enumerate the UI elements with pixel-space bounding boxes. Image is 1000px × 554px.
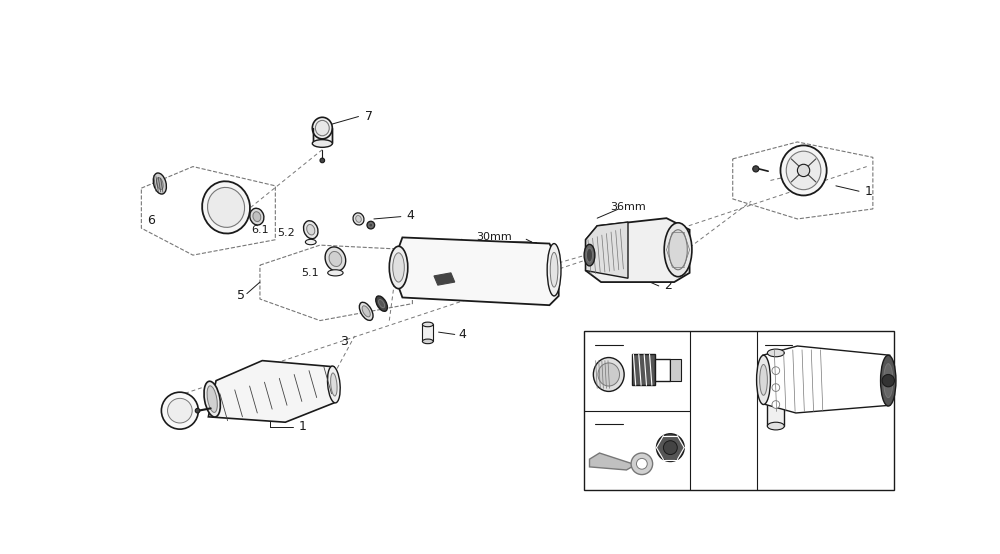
Circle shape	[797, 165, 810, 177]
Ellipse shape	[586, 248, 593, 262]
Ellipse shape	[250, 208, 264, 225]
Circle shape	[161, 392, 198, 429]
Ellipse shape	[669, 230, 687, 270]
Ellipse shape	[353, 213, 364, 225]
Circle shape	[636, 458, 647, 469]
Polygon shape	[395, 238, 559, 305]
Ellipse shape	[307, 224, 315, 235]
Ellipse shape	[422, 339, 433, 343]
Text: 5: 5	[237, 289, 245, 302]
Ellipse shape	[305, 239, 316, 245]
Ellipse shape	[379, 300, 385, 308]
Ellipse shape	[367, 221, 375, 229]
Bar	[767, 353, 784, 426]
Ellipse shape	[780, 145, 827, 196]
Circle shape	[168, 398, 192, 423]
Circle shape	[882, 375, 894, 387]
Ellipse shape	[767, 349, 784, 357]
Ellipse shape	[881, 355, 896, 406]
Ellipse shape	[325, 247, 346, 271]
Text: 6.1: 6.1	[251, 225, 269, 235]
Text: 5.1: 5.1	[301, 268, 318, 278]
Bar	[655, 359, 670, 381]
Polygon shape	[434, 273, 455, 285]
Ellipse shape	[767, 422, 784, 430]
Ellipse shape	[329, 252, 342, 266]
Text: 6.2: 6.2	[205, 194, 223, 204]
Ellipse shape	[356, 216, 361, 222]
Ellipse shape	[593, 357, 624, 392]
Ellipse shape	[362, 306, 370, 317]
Ellipse shape	[208, 187, 245, 227]
Text: 36mm: 36mm	[610, 202, 646, 212]
Ellipse shape	[786, 151, 821, 189]
Text: 7: 7	[365, 110, 373, 123]
Bar	[422, 325, 433, 341]
Text: 2: 2	[664, 279, 672, 293]
Polygon shape	[208, 361, 334, 422]
Ellipse shape	[760, 365, 767, 395]
Circle shape	[195, 408, 200, 413]
Text: 30mm: 30mm	[476, 233, 512, 243]
Circle shape	[753, 166, 759, 172]
Ellipse shape	[304, 220, 318, 239]
Polygon shape	[590, 453, 640, 470]
Ellipse shape	[422, 322, 433, 327]
Text: 1: 1	[298, 420, 306, 433]
Polygon shape	[586, 222, 628, 278]
Ellipse shape	[598, 363, 620, 386]
Ellipse shape	[328, 270, 343, 276]
Bar	[313, 128, 332, 143]
Ellipse shape	[884, 363, 893, 398]
Polygon shape	[586, 218, 690, 282]
Circle shape	[656, 434, 684, 461]
Bar	[584, 331, 894, 490]
Text: 1: 1	[865, 184, 873, 198]
Circle shape	[320, 158, 325, 163]
Ellipse shape	[153, 173, 166, 194]
Text: 36mm: 36mm	[809, 335, 845, 345]
Text: 3: 3	[340, 335, 348, 348]
Ellipse shape	[393, 253, 404, 282]
Ellipse shape	[369, 223, 373, 227]
Text: 6: 6	[147, 214, 155, 227]
Ellipse shape	[389, 247, 408, 289]
Bar	[670, 359, 681, 381]
Text: +20: +20	[647, 337, 671, 347]
Text: 8: 8	[602, 412, 611, 425]
Circle shape	[631, 453, 653, 475]
Ellipse shape	[202, 181, 250, 233]
Polygon shape	[763, 346, 890, 413]
Ellipse shape	[359, 302, 373, 320]
Ellipse shape	[550, 253, 558, 287]
Text: 4: 4	[459, 328, 466, 341]
Bar	[632, 355, 655, 385]
Ellipse shape	[207, 386, 217, 412]
Ellipse shape	[664, 223, 692, 276]
Ellipse shape	[757, 355, 770, 404]
Text: 9: 9	[772, 333, 781, 347]
Text: 30mm: 30mm	[645, 412, 681, 422]
Text: 5.2: 5.2	[278, 228, 295, 238]
Ellipse shape	[156, 177, 163, 189]
Text: 7: 7	[602, 333, 611, 347]
Text: 4: 4	[406, 209, 414, 222]
Ellipse shape	[376, 296, 387, 311]
Ellipse shape	[312, 117, 332, 139]
Circle shape	[663, 440, 677, 455]
Ellipse shape	[204, 381, 220, 417]
Ellipse shape	[312, 140, 332, 147]
Circle shape	[772, 367, 780, 375]
Ellipse shape	[547, 244, 561, 296]
Ellipse shape	[253, 212, 261, 222]
Circle shape	[772, 384, 780, 392]
Circle shape	[772, 401, 780, 408]
Ellipse shape	[315, 120, 329, 136]
Ellipse shape	[331, 373, 337, 396]
Ellipse shape	[584, 244, 595, 266]
Ellipse shape	[328, 366, 340, 403]
